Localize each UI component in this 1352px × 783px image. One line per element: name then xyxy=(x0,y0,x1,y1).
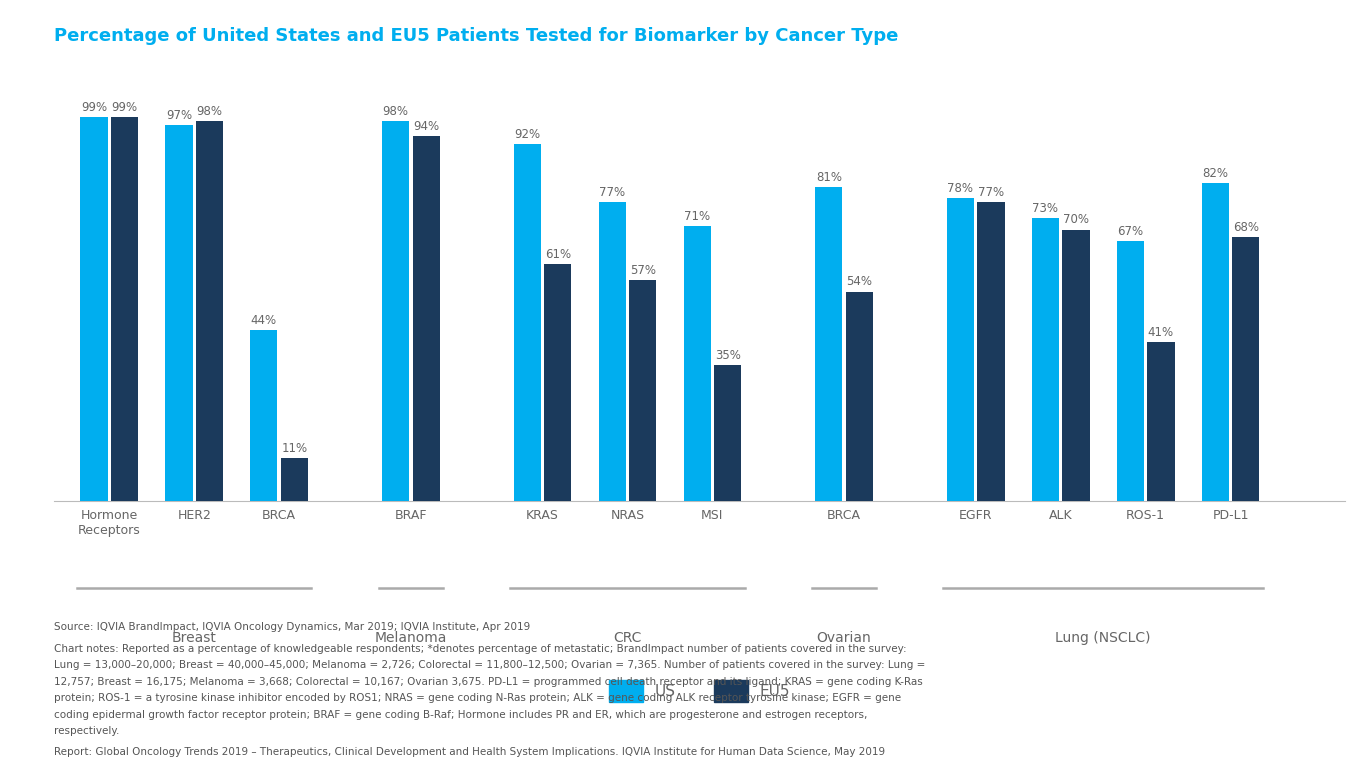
Text: 41%: 41% xyxy=(1148,326,1174,339)
Legend: US, EU5: US, EU5 xyxy=(608,680,791,702)
Text: 57%: 57% xyxy=(630,264,656,277)
Bar xyxy=(846,291,873,501)
Bar xyxy=(629,280,656,501)
Text: CRC: CRC xyxy=(614,631,642,645)
Bar xyxy=(281,458,308,501)
Bar xyxy=(80,117,108,501)
Bar xyxy=(1032,218,1059,501)
Text: 12,757; Breast = 16,175; Melanoma = 3,668; Colorectal = 10,167; Ovarian 3,675. P: 12,757; Breast = 16,175; Melanoma = 3,66… xyxy=(54,677,923,687)
Bar xyxy=(977,202,1005,501)
Bar xyxy=(165,124,192,501)
Text: 35%: 35% xyxy=(715,349,741,363)
Text: 44%: 44% xyxy=(251,314,277,327)
Text: 98%: 98% xyxy=(383,105,408,117)
Text: Lung = 13,000–20,000; Breast = 40,000–45,000; Melanoma = 2,726; Colorectal = 11,: Lung = 13,000–20,000; Breast = 40,000–45… xyxy=(54,660,926,670)
Text: 54%: 54% xyxy=(846,276,872,288)
Text: 92%: 92% xyxy=(514,128,541,141)
Text: Source: IQVIA BrandImpact, IQVIA Oncology Dynamics, Mar 2019; IQVIA Institute, A: Source: IQVIA BrandImpact, IQVIA Oncolog… xyxy=(54,622,530,633)
Text: 61%: 61% xyxy=(545,248,571,262)
Bar xyxy=(599,202,626,501)
Bar xyxy=(1232,237,1260,501)
Bar xyxy=(1148,342,1175,501)
Text: 98%: 98% xyxy=(196,105,223,117)
Text: 11%: 11% xyxy=(281,442,307,456)
Bar xyxy=(684,226,711,501)
Text: 99%: 99% xyxy=(111,101,138,114)
Text: Lung (NSCLC): Lung (NSCLC) xyxy=(1056,631,1151,645)
Bar xyxy=(1202,183,1229,501)
Text: 73%: 73% xyxy=(1033,202,1059,215)
Bar xyxy=(250,330,277,501)
Text: Ovarian: Ovarian xyxy=(817,631,872,645)
Text: coding epidermal growth factor receptor protein; BRAF = gene coding B-Raf; Hormo: coding epidermal growth factor receptor … xyxy=(54,709,868,720)
Text: 94%: 94% xyxy=(414,121,439,133)
Text: 71%: 71% xyxy=(684,210,710,222)
Bar xyxy=(714,366,741,501)
Text: 67%: 67% xyxy=(1117,225,1144,238)
Bar xyxy=(196,121,223,501)
Text: 70%: 70% xyxy=(1063,214,1088,226)
Text: 82%: 82% xyxy=(1202,167,1228,180)
Bar xyxy=(545,265,572,501)
Text: respectively.: respectively. xyxy=(54,726,119,736)
Text: Melanoma: Melanoma xyxy=(375,631,448,645)
Text: 77%: 77% xyxy=(977,186,1005,199)
Bar xyxy=(815,187,842,501)
Bar xyxy=(1063,229,1090,501)
Bar xyxy=(383,121,410,501)
Bar xyxy=(1117,241,1144,501)
Text: Report: Global Oncology Trends 2019 – Therapeutics, Clinical Development and Hea: Report: Global Oncology Trends 2019 – Th… xyxy=(54,748,886,757)
Text: 97%: 97% xyxy=(166,109,192,121)
Text: 77%: 77% xyxy=(599,186,625,199)
Bar xyxy=(412,136,439,501)
Text: 99%: 99% xyxy=(81,101,107,114)
Bar xyxy=(111,117,138,501)
Text: 78%: 78% xyxy=(948,182,973,196)
Text: protein; ROS-1 = a tyrosine kinase inhibitor encoded by ROS1; NRAS = gene coding: protein; ROS-1 = a tyrosine kinase inhib… xyxy=(54,693,902,703)
Text: Percentage of United States and EU5 Patients Tested for Biomarker by Cancer Type: Percentage of United States and EU5 Pati… xyxy=(54,27,899,45)
Text: Chart notes: Reported as a percentage of knowledgeable respondents; *denotes per: Chart notes: Reported as a percentage of… xyxy=(54,644,907,654)
Text: Breast: Breast xyxy=(172,631,216,645)
Bar xyxy=(514,144,541,501)
Bar xyxy=(946,198,973,501)
Text: 68%: 68% xyxy=(1233,221,1259,234)
Text: 81%: 81% xyxy=(815,171,842,184)
